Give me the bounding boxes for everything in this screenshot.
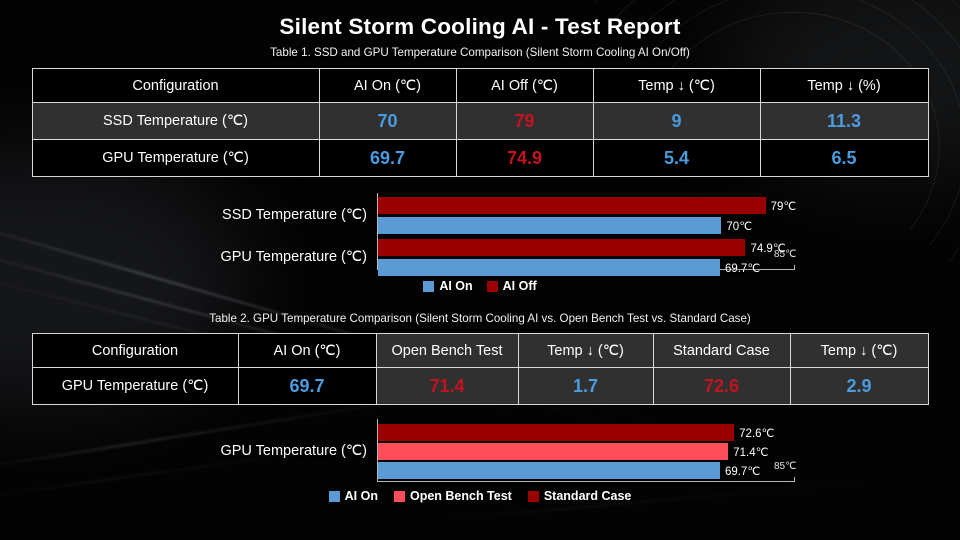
table-2-header-temp-drop-1: Temp ↓ (℃) (517, 333, 654, 368)
table-1-row-0-ai-on: 70 (318, 102, 457, 140)
table-1-row-1-ai-off: 74.9 (455, 139, 594, 177)
table-1-row-1-config: GPU Temperature (℃) (31, 139, 320, 177)
chart-legend-item: AI Off (486, 279, 537, 293)
table-1-row-0-ai-off: 79 (455, 102, 594, 140)
table-1-header-configuration: Configuration (31, 68, 320, 103)
chart-bar (378, 217, 722, 234)
table-1-header-row: Configuration AI On (℃) AI Off (℃) Temp … (31, 68, 929, 103)
chart-bar-value-label: 74.9℃ (750, 242, 786, 255)
chart-bar-value-label: 72.6℃ (739, 427, 775, 440)
table1-caption: Table 1. SSD and GPU Temperature Compari… (270, 46, 690, 59)
legend-swatch-icon (423, 280, 435, 292)
table-row: SSD Temperature (℃) 70 79 9 11.3 (31, 102, 929, 140)
chart-axis-max-tick (794, 477, 795, 482)
chart-legend-item: AI On (423, 279, 473, 293)
table-row: GPU Temperature (℃) 69.7 74.9 5.4 6.5 (31, 139, 929, 177)
table-1-row-0-temp-drop-c: 9 (592, 102, 761, 140)
table-1: Configuration AI On (℃) AI Off (℃) Temp … (31, 68, 929, 177)
chart-bar-value-label: 79℃ (770, 200, 797, 213)
page-title: Silent Storm Cooling AI - Test Report (279, 14, 681, 39)
table-1-row-1-ai-on: 69.7 (318, 139, 457, 177)
chart-1-ssd-gpu-comparison: 85℃ SSD Temperature (℃) 79℃ 70℃ GPU Temperat… (30, 193, 930, 301)
table-2-header-open-bench-test: Open Bench Test (375, 333, 519, 368)
chart-legend: AI On Open Bench Test Standard Case (30, 489, 930, 503)
chart-category-label: GPU Temperature (℃) (220, 248, 367, 265)
table-2-header-temp-drop-2: Temp ↓ (℃) (789, 333, 929, 368)
table-1-row-1-temp-drop-pct: 6.5 (759, 139, 929, 177)
chart-bar-value-label: 69.7℃ (724, 262, 761, 275)
chart-axis-max-tick (794, 265, 795, 270)
legend-swatch-icon (328, 490, 340, 502)
table-2-header-configuration: Configuration (31, 333, 239, 368)
chart-bar-value-label: 71.4℃ (733, 446, 769, 459)
chart-category-label: SSD Temperature (℃) (222, 206, 367, 223)
table-2-row-0-config: GPU Temperature (℃) (31, 367, 239, 405)
chart-legend-item: AI On (328, 489, 378, 503)
legend-swatch-icon (486, 280, 498, 292)
table-1-header-ai-on: AI On (℃) (318, 68, 457, 103)
table-2-row-0-temp-drop-1: 1.7 (517, 367, 654, 405)
table-2: Configuration AI On (℃) Open Bench Test … (31, 333, 929, 405)
table-2-header-standard-case: Standard Case (652, 333, 791, 368)
table-1-header-ai-off: AI Off (℃) (455, 68, 594, 103)
chart-bar (378, 424, 735, 441)
table-1-row-1-temp-drop-c: 5.4 (592, 139, 761, 177)
chart-bar (378, 197, 766, 214)
chart-category-label: GPU Temperature (℃) (220, 442, 367, 459)
chart-bar (378, 259, 720, 276)
chart-legend-label: AI On (439, 279, 473, 293)
table-2-row-0-ai-on: 69.7 (237, 367, 377, 405)
legend-swatch-icon (393, 490, 405, 502)
chart-legend-item: Standard Case (527, 489, 632, 503)
table-1-row-0-config: SSD Temperature (℃) (31, 102, 320, 140)
chart-axis-max-label: 85℃ (774, 249, 797, 260)
chart-legend-label: Open Bench Test (409, 489, 512, 503)
chart-x-axis (377, 481, 794, 482)
chart-legend-label: Standard Case (543, 489, 632, 503)
table-1-header-temp-drop-pct: Temp ↓ (%) (759, 68, 929, 103)
chart-bar (378, 239, 746, 256)
chart-bar-value-label: 69.7℃ (724, 465, 761, 478)
table-1-row-0-temp-drop-pct: 11.3 (759, 102, 929, 140)
chart-legend-label: AI On (344, 489, 378, 503)
chart-y-axis (377, 193, 378, 269)
chart-2-gpu-three-way-comparison: 85℃ GPU Temperature (℃) 72.6℃ 71.4℃ 69.7℃ AI … (30, 419, 930, 519)
chart-legend: AI On AI Off (30, 279, 930, 293)
chart-legend-label: AI Off (502, 279, 537, 293)
chart-bar (378, 443, 729, 460)
chart-bar-value-label: 70℃ (726, 220, 753, 233)
table-2-row-0-open-bench: 71.4 (375, 367, 519, 405)
table-2-row-0-standard-case: 72.6 (652, 367, 791, 405)
chart-y-axis (377, 419, 378, 481)
table-row: GPU Temperature (℃) 69.7 71.4 1.7 72.6 2… (31, 367, 929, 405)
chart-bar (378, 462, 720, 479)
chart-axis-max-label: 85℃ (774, 461, 797, 472)
table-2-header-ai-on: AI On (℃) (237, 333, 377, 368)
table-2-row-0-temp-drop-2: 2.9 (789, 367, 929, 405)
table-2-header-row: Configuration AI On (℃) Open Bench Test … (31, 333, 929, 368)
legend-swatch-icon (527, 490, 539, 502)
table-1-header-temp-drop-c: Temp ↓ (℃) (592, 68, 761, 103)
table2-caption: Table 2. GPU Temperature Comparison (Sil… (209, 312, 751, 325)
chart-legend-item: Open Bench Test (393, 489, 512, 503)
